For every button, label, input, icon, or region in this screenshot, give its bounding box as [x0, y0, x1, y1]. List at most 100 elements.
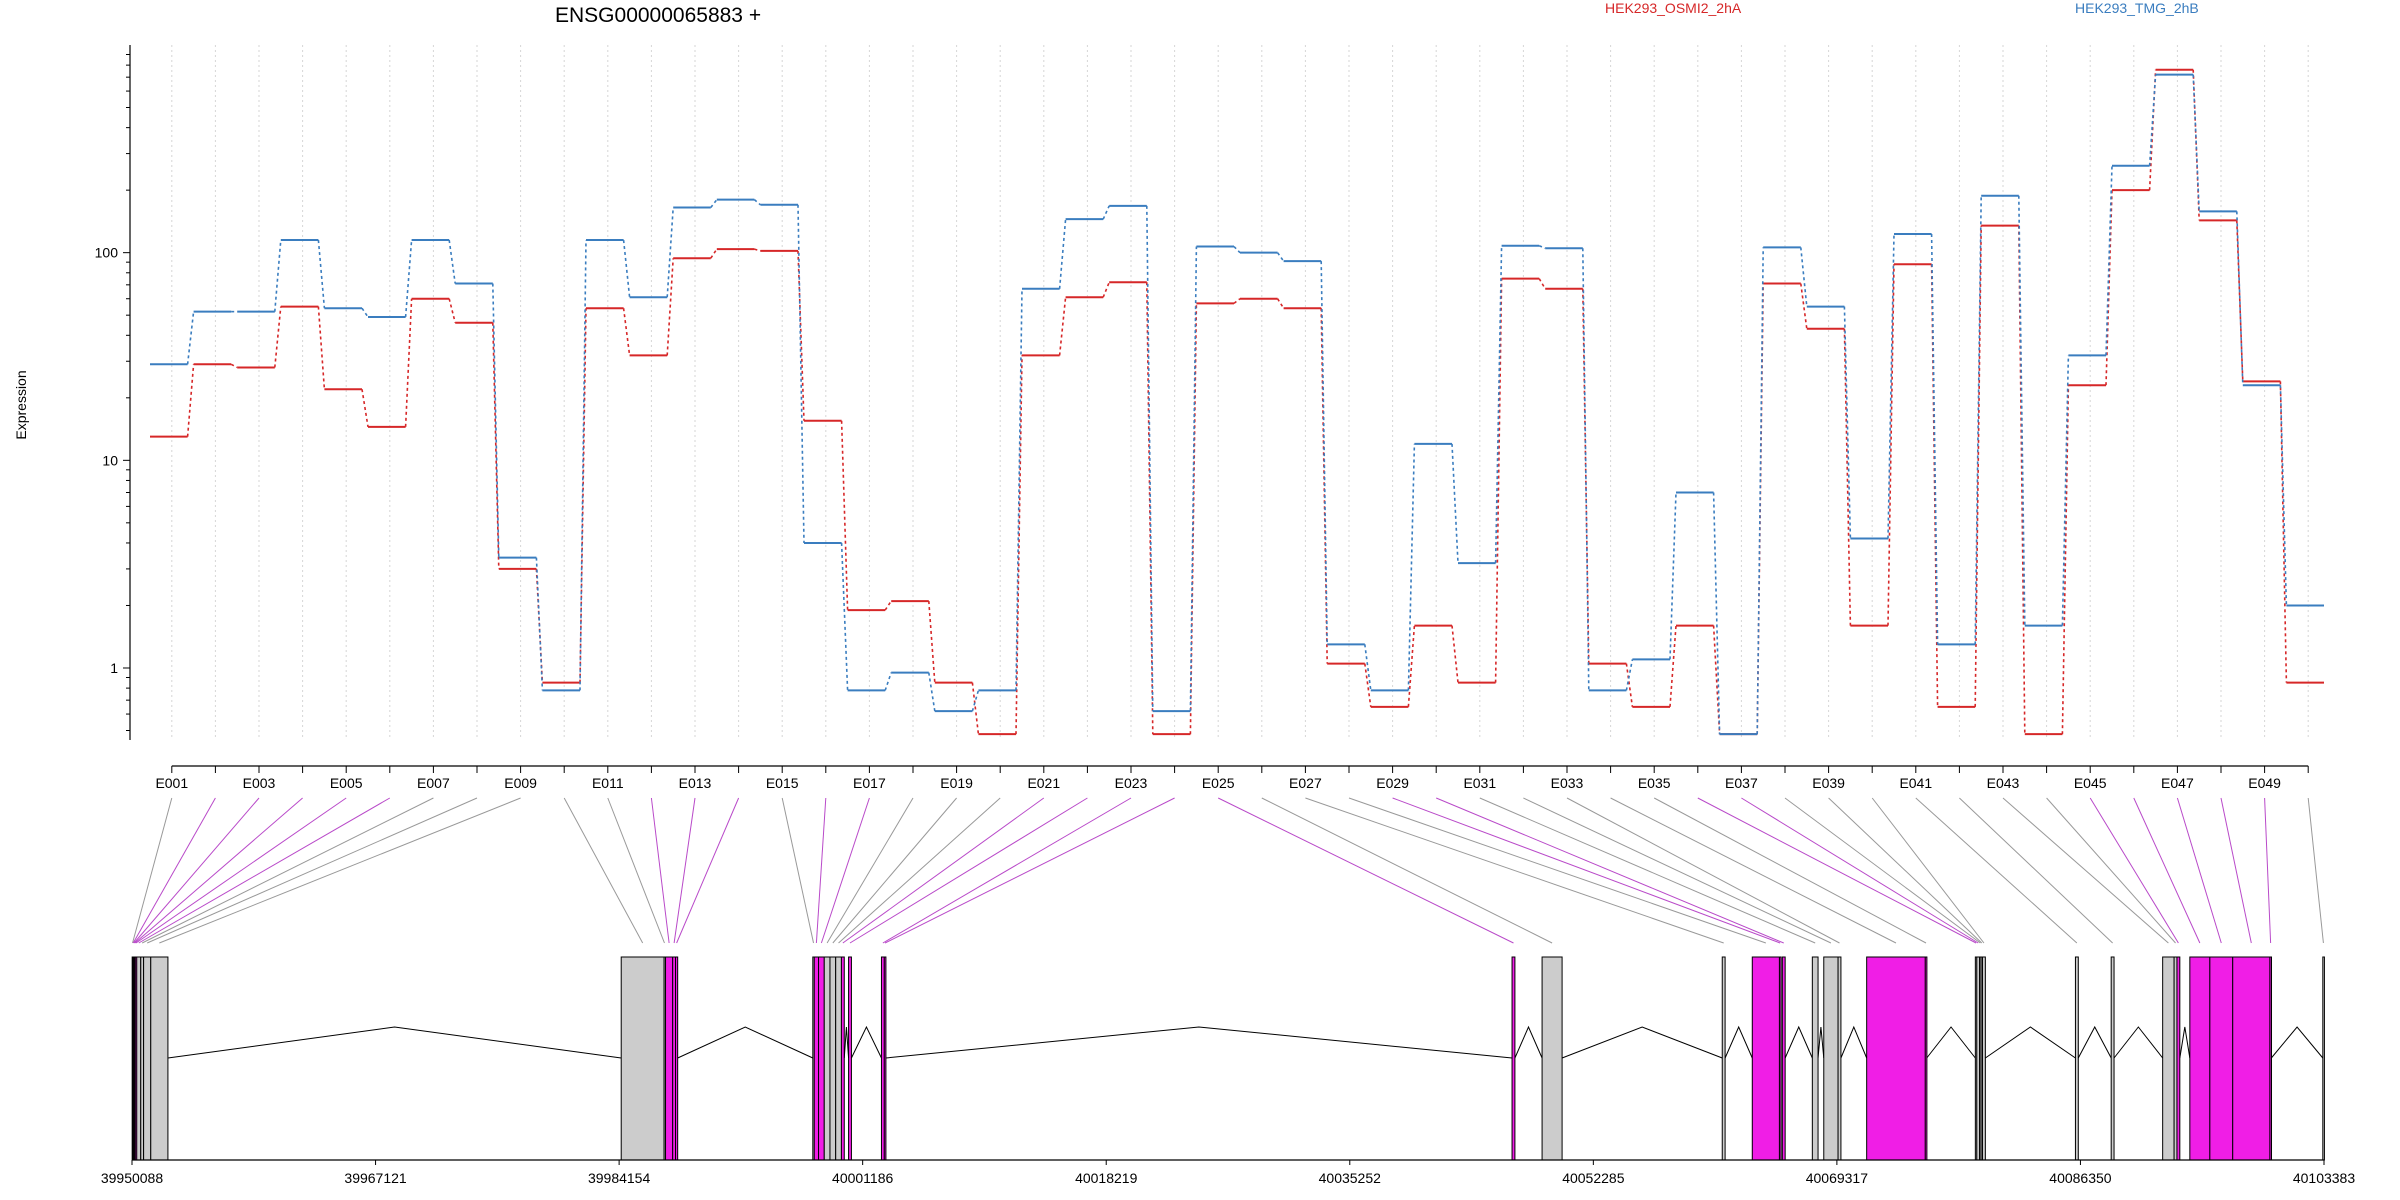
exon-block [136, 956, 142, 1161]
series-2-connector [1800, 247, 1808, 307]
x-tick-label: E007 [417, 775, 450, 791]
exon-connector [849, 797, 1088, 944]
exon-block [2269, 956, 2273, 1161]
x-tick-label: E013 [679, 775, 712, 791]
x-tick-label: E049 [2248, 775, 2281, 791]
exon-connector [1610, 797, 1897, 944]
x-tick-label: E045 [2074, 775, 2107, 791]
exon-connector [676, 797, 740, 944]
exon-block [675, 956, 679, 1161]
exon-connector [2046, 797, 2176, 944]
series-1-connector [1625, 663, 1634, 707]
series-1-connector [1276, 298, 1285, 309]
series-2-connector [2279, 385, 2288, 606]
series-2-connector [1451, 443, 1459, 564]
series-2-connector [1712, 492, 1721, 735]
genomic-axis: 39950088 39967121 39984154 40001186 40018219… [101, 1159, 2355, 1186]
intron-line [2077, 1025, 2112, 1059]
genomic-tick-label: 40035252 [1319, 1170, 1382, 1186]
exon-connector [1392, 797, 1781, 944]
intron-line [2113, 1026, 2164, 1059]
exon-connector [133, 797, 260, 944]
intron-line [1817, 1026, 1825, 1059]
exon-connector [1784, 797, 1981, 944]
series-1-connector [928, 601, 936, 683]
series-2-connector [1887, 233, 1895, 539]
intron-line [1561, 1026, 1723, 1059]
series-1-connector [1843, 328, 1852, 626]
y-tick-label: 100 [95, 245, 119, 261]
exon-connector [1653, 797, 1927, 944]
series-2 [150, 73, 2324, 736]
intron-line [850, 1025, 882, 1059]
intron-line [1926, 1026, 1976, 1059]
exon-connector [1566, 797, 1840, 944]
exon-block [818, 956, 825, 1161]
x-tick-label: E041 [1899, 775, 1932, 791]
genomic-tick-label: 39984154 [588, 1170, 651, 1186]
genomic-tick-label: 40018219 [1075, 1170, 1138, 1186]
intron-line [885, 1026, 1513, 1059]
series-2-connector [535, 557, 544, 691]
exon-block [2176, 956, 2181, 1161]
series-1-connector [1974, 225, 1982, 707]
exon-connector [2089, 797, 2179, 944]
genomic-tick-label: 40086350 [2049, 1170, 2112, 1186]
exon-block [883, 956, 887, 1161]
exon-connector [673, 797, 696, 944]
intron-line [843, 1026, 850, 1059]
exon-connector [1348, 797, 1767, 944]
series-2-connector [361, 307, 369, 318]
x-tick-label: E027 [1289, 775, 1322, 791]
exon-connector [882, 797, 1132, 944]
intron-line [1840, 1025, 1868, 1059]
series-1-connector [1887, 264, 1895, 626]
series-2-connector [1843, 306, 1852, 539]
x-tick-label: E029 [1376, 775, 1409, 791]
exon-connector [781, 797, 815, 944]
exon-block [1541, 956, 1563, 1161]
series-1-connector [1407, 625, 1416, 707]
series-1-connector [622, 308, 631, 356]
exon-connector [650, 797, 670, 944]
exon-connector [2264, 797, 2272, 944]
exon-block [2189, 956, 2211, 1161]
exon-block [835, 956, 842, 1161]
series-1-connector [274, 306, 282, 368]
exon-connector [2220, 797, 2252, 944]
exon-connector [135, 797, 347, 944]
exon-connector [1741, 797, 1979, 944]
series-2-connector [666, 207, 674, 298]
exon-connector [838, 797, 1001, 944]
series-1-connector [666, 258, 674, 356]
series-2-connector [1538, 244, 1546, 249]
genomic-tick-label: 39967121 [344, 1170, 407, 1186]
exon-connector [2133, 797, 2201, 944]
exon-block [620, 956, 665, 1161]
series-2-connector [448, 239, 456, 284]
series-1-connector [840, 420, 849, 611]
exon-connector [1217, 797, 1514, 944]
exon-block [1866, 956, 1926, 1161]
series-2-connector [1625, 659, 1634, 691]
series-1-connector [186, 364, 195, 437]
series-1-connector [2279, 381, 2288, 683]
x-tick-label: E031 [1463, 775, 1496, 791]
series-2-connector [1582, 248, 1590, 691]
series-1-connector [797, 250, 805, 421]
exon-block [1778, 956, 1782, 1161]
exon-connector [1523, 797, 1832, 944]
x-tick-label: E043 [1987, 775, 2020, 791]
series-2-connector [1407, 443, 1416, 691]
series-2-connector [1276, 252, 1285, 262]
exon-connector [842, 797, 1045, 944]
exon-connector [132, 797, 173, 944]
series-2-connector [710, 199, 718, 208]
exon-block [150, 956, 169, 1161]
legend-series-2: HEK293_TMG_2hB [2075, 0, 2199, 16]
x-tick-label: E019 [940, 775, 973, 791]
series-2-connector [2192, 74, 2200, 212]
exon-connector [820, 797, 870, 944]
genomic-tick-label: 40069317 [1806, 1170, 1869, 1186]
x-tick-label: E001 [155, 775, 188, 791]
